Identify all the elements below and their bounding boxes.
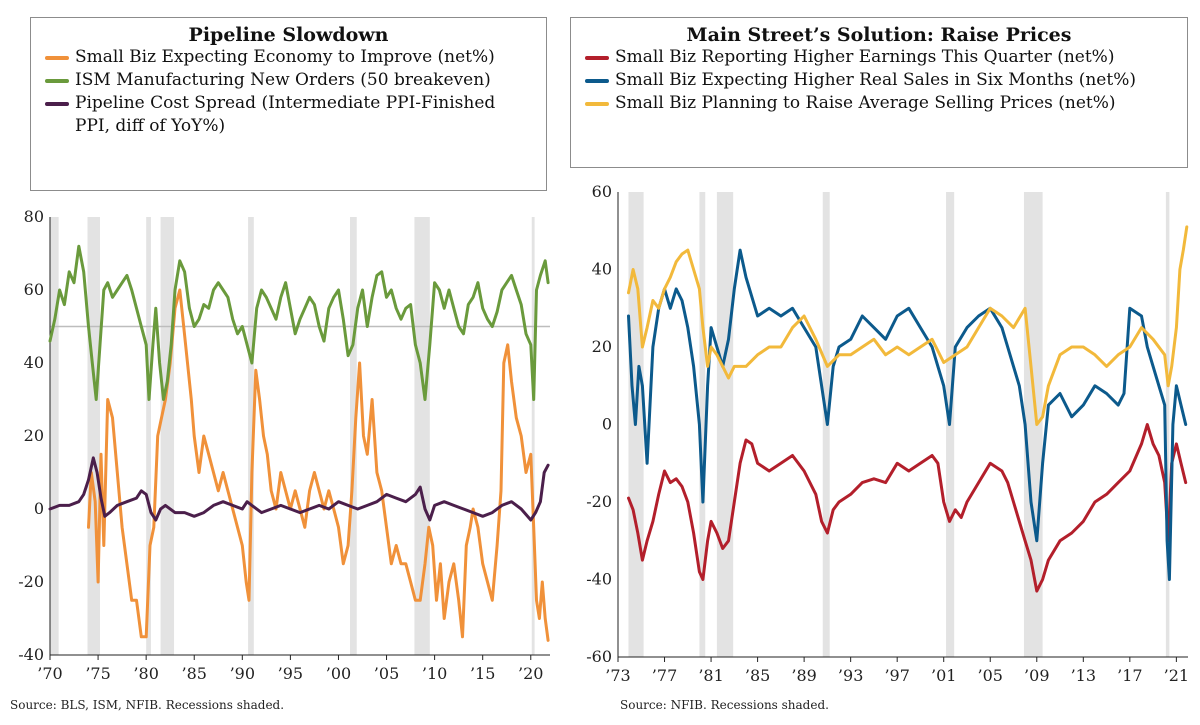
left-y-tick-label: 0	[34, 499, 44, 518]
right-y-tick-label: 60	[592, 182, 612, 201]
right-y-tick-label: -60	[586, 647, 612, 666]
right-x-tick-label: ’17	[1117, 666, 1142, 685]
left-y-tick-label: 20	[24, 426, 44, 445]
legend-swatch-blue	[585, 79, 609, 83]
right-x-tick-label: ’89	[791, 666, 816, 685]
right-x-tick-label: ’81	[698, 666, 723, 685]
left-y-tick-label: -20	[18, 572, 44, 591]
right-y-tick-label: 20	[592, 337, 612, 356]
right-x-tick-label: ’85	[745, 666, 770, 685]
right-y-tick-label: -20	[586, 492, 612, 511]
left-recession-band	[50, 217, 59, 655]
left-recession-band	[248, 217, 254, 655]
left-recession-band	[146, 217, 151, 655]
right-x-tick-label: ’97	[884, 666, 909, 685]
legend-swatch-green	[45, 79, 69, 83]
left-series-line-1	[87, 288, 550, 642]
right-x-tick-label: ’77	[652, 666, 677, 685]
left-y-tick-label: 80	[24, 207, 44, 226]
legend-item-raise-prices: Small Biz Planning to Raise Average Sell…	[571, 92, 1187, 115]
left-y-tick-label: 60	[24, 280, 44, 299]
legend-item-ism-new-orders: ISM Manufacturing New Orders (50 breakev…	[31, 69, 546, 92]
legend-label: ISM Manufacturing New Orders (50 breakev…	[75, 70, 491, 90]
left-series-line-2	[48, 244, 550, 401]
right-recession-band	[716, 192, 734, 657]
right-recession-band	[699, 192, 706, 657]
right-x-tick-label: ’09	[1024, 666, 1049, 685]
left-recession-band	[87, 217, 100, 655]
left-x-tick-label: ’00	[326, 664, 351, 683]
left-x-tick-label: ’95	[278, 664, 303, 683]
left-recession-band	[160, 217, 175, 655]
legend-label: Small Biz Reporting Higher Earnings This…	[615, 47, 1115, 67]
legend-label: Small Biz Planning to Raise Average Sell…	[615, 93, 1116, 113]
legend-label: Small Biz Expecting Economy to Improve (…	[75, 47, 495, 67]
left-series-line-3	[48, 456, 550, 522]
left-x-tick-label: ’75	[85, 664, 110, 683]
left-chart-plot: -40 -20 0 20 40 60 80 ’70 ’75 ’80 ’85 ’90 ’95 ’00 ’05 ’…	[18, 207, 550, 683]
legend-swatch-red	[585, 56, 609, 60]
left-y-tick-label: -40	[18, 645, 44, 664]
legend-item-higher-earnings: Small Biz Reporting Higher Earnings This…	[571, 46, 1187, 69]
right-chart-plot: -60 -40 -20 0 20 40 60 ’73 ’77 ’81 ’85 ’89 ’93 ’97 ’01…	[586, 182, 1189, 685]
legend-item-small-biz-economy: Small Biz Expecting Economy to Improve (…	[31, 46, 546, 69]
right-x-tick-label: ’01	[931, 666, 956, 685]
right-source-note: Source: NFIB. Recessions shaded.	[620, 698, 829, 712]
left-legend: Pipeline Slowdown Small Biz Expecting Ec…	[30, 17, 547, 191]
right-x-tick-label: ’73	[605, 666, 630, 685]
legend-label: Pipeline Cost Spread (Intermediate PPI-F…	[75, 93, 496, 136]
legend-item-real-sales: Small Biz Expecting Higher Real Sales in…	[571, 69, 1187, 92]
right-x-tick-label: ’13	[1071, 666, 1096, 685]
right-x-tick-label: ’05	[978, 666, 1003, 685]
right-chart-panel: Main Street’s Solution: Raise Prices Sma…	[570, 0, 1200, 725]
legend-swatch-yellow	[585, 102, 609, 106]
left-x-tick-label: ’90	[230, 664, 255, 683]
left-x-tick-label: ’10	[422, 664, 447, 683]
left-source-note: Source: BLS, ISM, NFIB. Recessions shade…	[10, 698, 285, 712]
right-series-line-1	[627, 423, 1188, 593]
right-recession-band	[1165, 192, 1170, 657]
left-x-tick-label: ’15	[470, 664, 495, 683]
left-x-tick-label: ’80	[133, 664, 158, 683]
right-series-line-2	[627, 248, 1188, 581]
right-y-tick-label: 40	[592, 260, 612, 279]
legend-swatch-orange	[45, 56, 69, 60]
left-y-tick-label: 40	[24, 353, 44, 372]
right-chart-title: Main Street’s Solution: Raise Prices	[686, 24, 1072, 46]
left-recession-band	[531, 217, 535, 655]
right-y-tick-label: 0	[602, 415, 612, 434]
legend-swatch-purple	[45, 102, 69, 106]
right-y-tick-label: -40	[586, 570, 612, 589]
left-chart-title: Pipeline Slowdown	[188, 24, 389, 46]
left-x-tick-label: ’70	[37, 664, 62, 683]
legend-item-pipeline-cost-spread: Pipeline Cost Spread (Intermediate PPI-F…	[31, 92, 546, 138]
legend-label: Small Biz Expecting Higher Real Sales in…	[615, 70, 1136, 90]
right-x-tick-label: ’93	[838, 666, 863, 685]
left-x-tick-label: ’85	[182, 664, 207, 683]
left-x-tick-label: ’20	[518, 664, 543, 683]
left-chart-panel: Pipeline Slowdown Small Biz Expecting Ec…	[0, 0, 578, 725]
right-series-line-3	[627, 225, 1189, 426]
right-legend: Main Street’s Solution: Raise Prices Sma…	[570, 17, 1188, 168]
left-x-tick-label: ’05	[374, 664, 399, 683]
right-x-tick-label: ’21	[1164, 666, 1189, 685]
